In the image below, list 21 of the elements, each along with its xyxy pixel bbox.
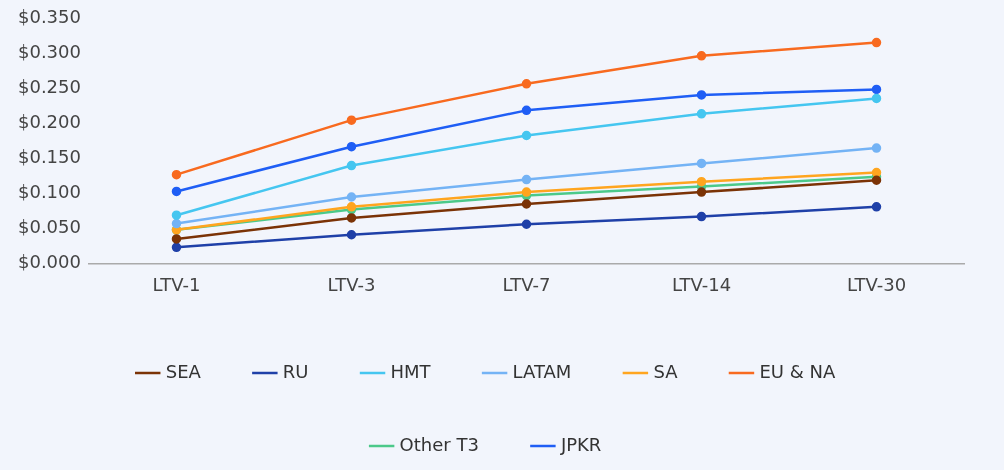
- x-tick-label: LTV-30: [846, 273, 907, 295]
- y-tick-label: $0.050: [18, 216, 81, 238]
- x-tick-label: LTV-1: [152, 273, 201, 295]
- legend-label: SEA: [165, 360, 202, 382]
- y-tick-label: $0.300: [18, 41, 81, 63]
- y-tick-label: $0.100: [18, 181, 81, 203]
- x-tick-label: LTV-7: [502, 273, 551, 295]
- legend-label: EU & NA: [759, 360, 836, 382]
- legend-label: Other T3: [399, 433, 479, 455]
- y-tick-label: $0.000: [18, 251, 81, 273]
- legend-label: SA: [653, 360, 679, 382]
- legend-label: RU: [282, 360, 309, 382]
- y-tick-label: $0.200: [18, 111, 81, 133]
- y-tick-label: $0.250: [18, 76, 81, 98]
- y-tick-label: $0.150: [18, 146, 81, 168]
- x-tick-label: LTV-3: [327, 273, 376, 295]
- legend-label: HMT: [390, 360, 432, 382]
- x-tick-label: LTV-14: [671, 273, 732, 295]
- legend-label: JPKR: [559, 433, 602, 455]
- legend-label: LATAM: [512, 360, 572, 382]
- y-tick-label: $0.350: [18, 6, 81, 28]
